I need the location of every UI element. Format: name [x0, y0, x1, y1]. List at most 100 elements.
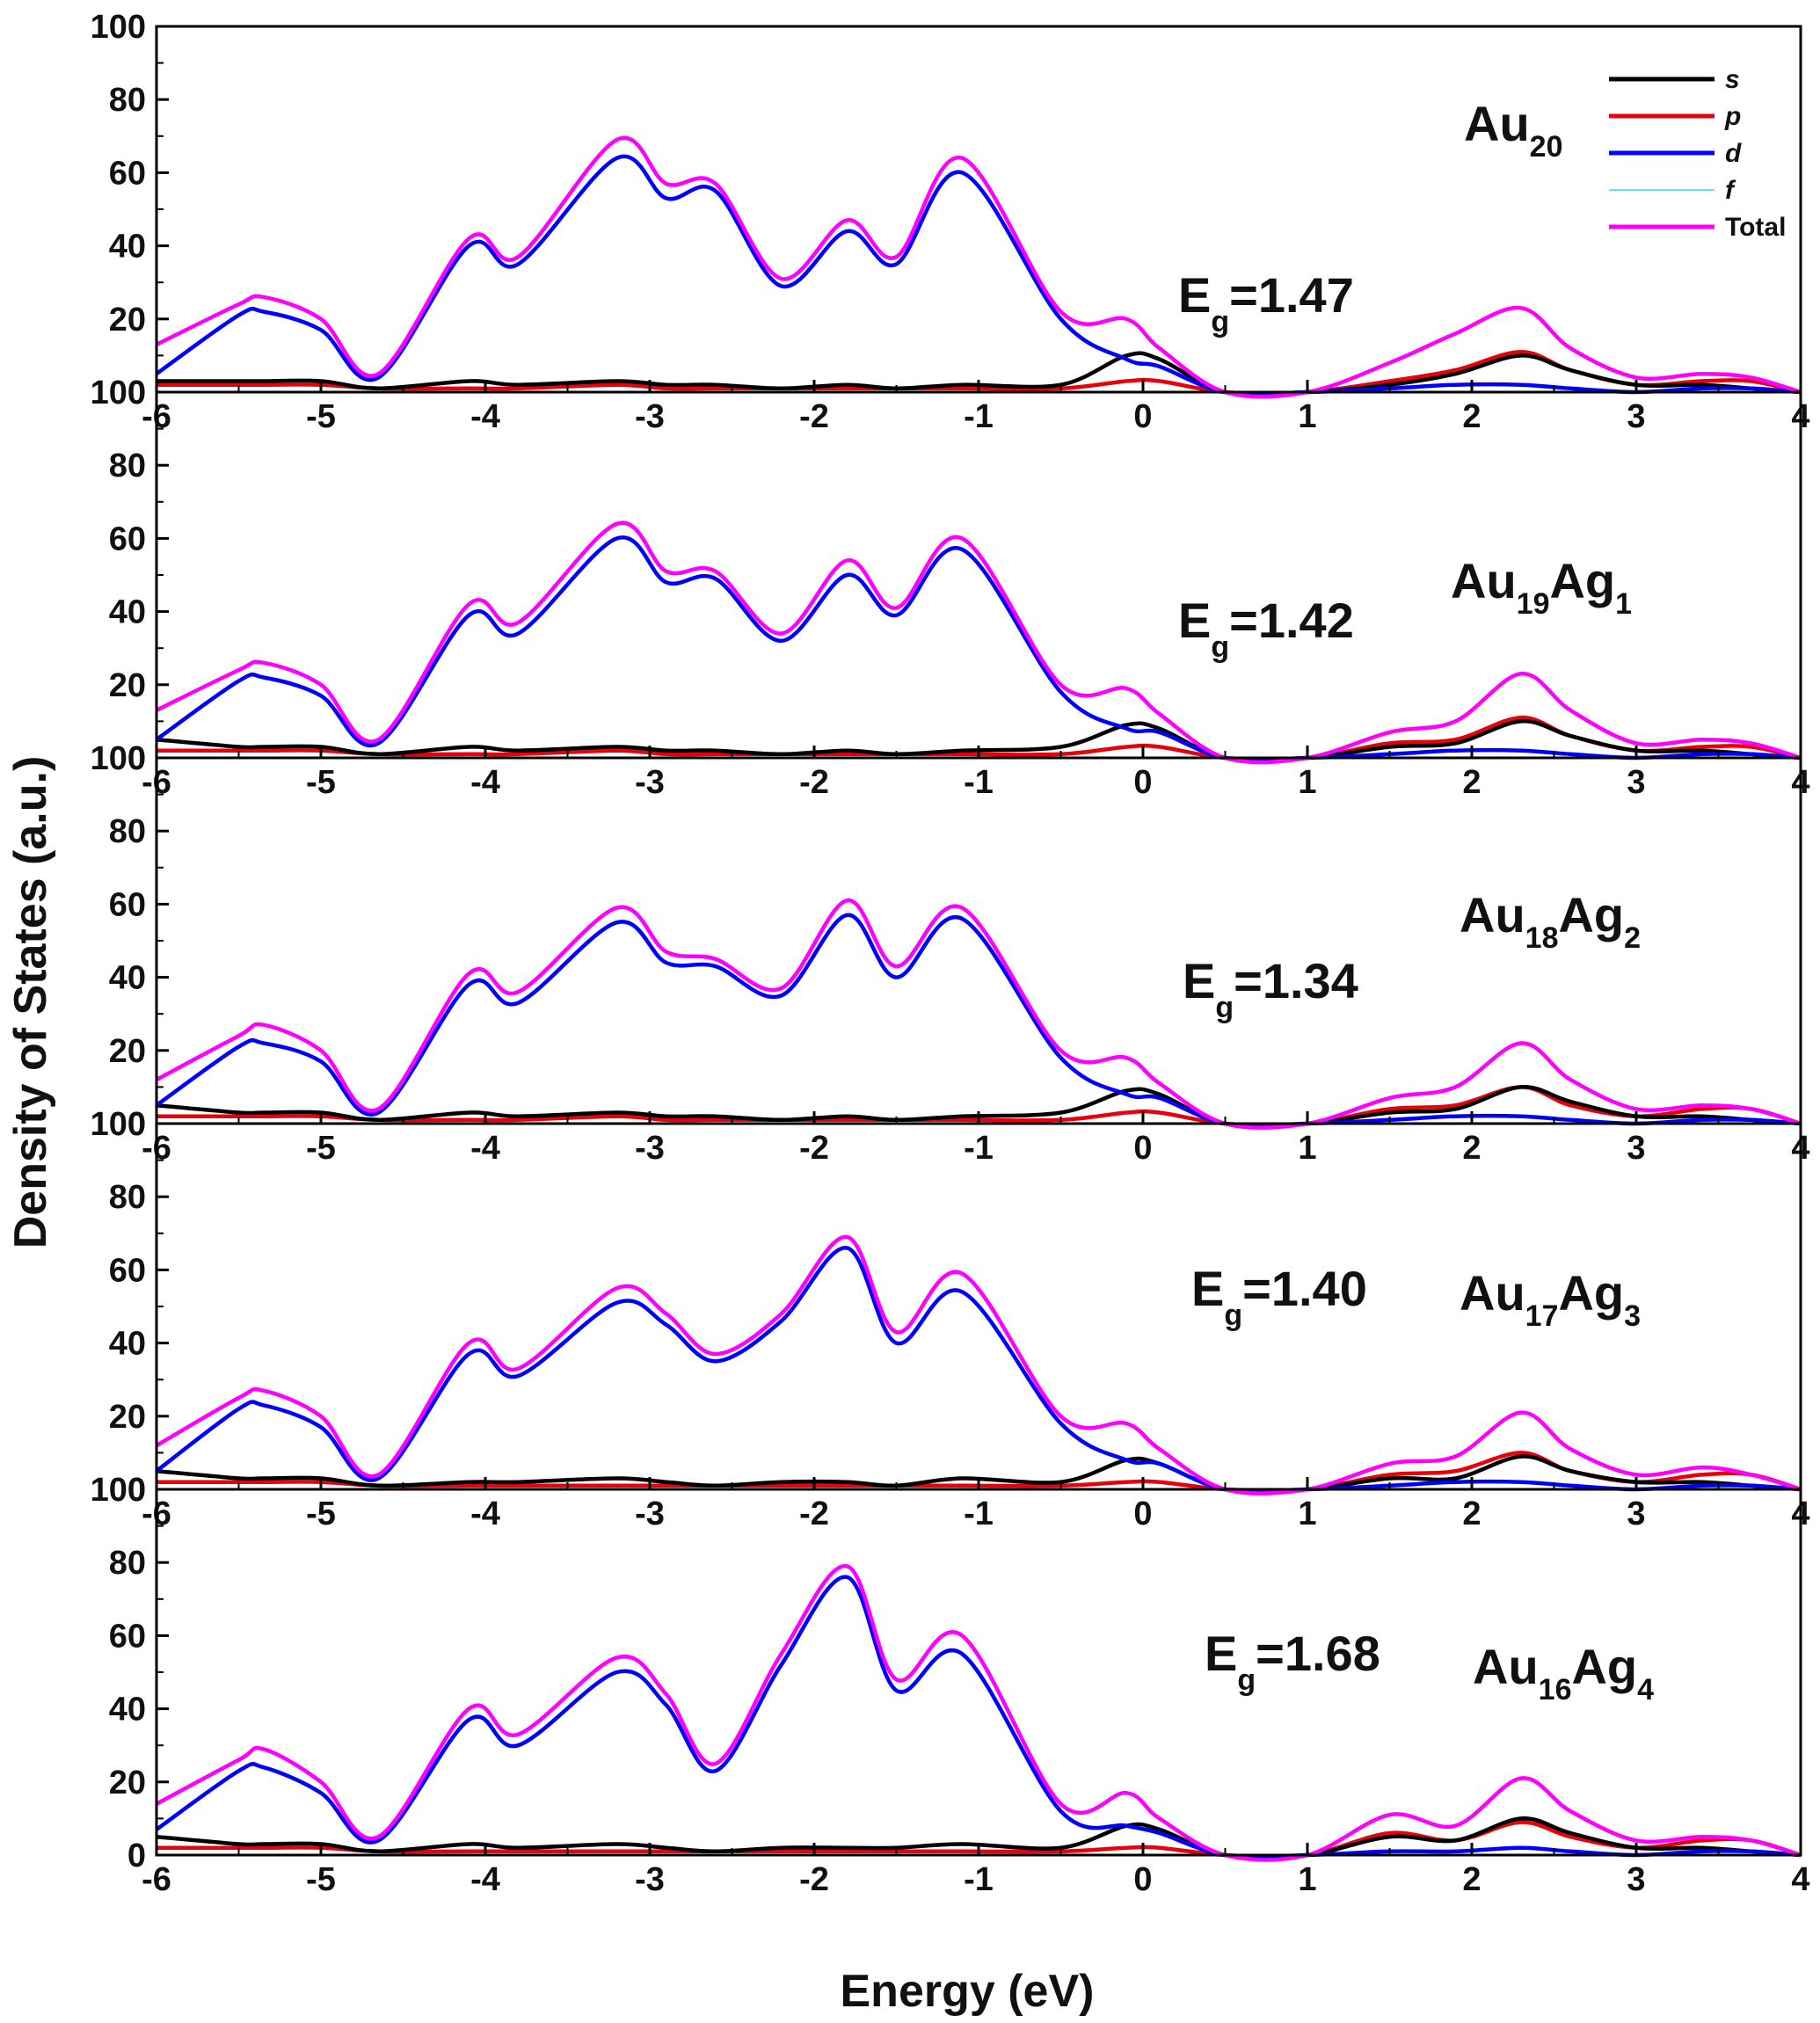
x-tick-label: 3	[1627, 764, 1645, 801]
x-tick-label: 1	[1298, 764, 1316, 801]
y-tick-label: 0	[127, 1472, 146, 1509]
y-tick-label: 0	[127, 740, 146, 777]
series-total-line-panel-5	[155, 1564, 1802, 1862]
y-tick-label: 20	[109, 667, 146, 704]
x-tick-label: -2	[799, 1861, 829, 1898]
x-tick-label: -3	[635, 1861, 665, 1898]
y-tick-label: 40	[109, 1692, 146, 1728]
y-tick-label: 100	[91, 9, 146, 46]
legend-label-p: p	[1724, 102, 1741, 131]
y-axis-title: Density of States (a.u.)	[5, 756, 56, 1249]
y-tick-label: 80	[109, 1545, 146, 1582]
x-tick-label: -5	[306, 764, 336, 801]
y-tick-label: 100	[91, 375, 146, 411]
y-tick-label: 100	[91, 1472, 146, 1509]
y-tick-label: 0	[127, 1106, 146, 1143]
y-tick-label: 40	[109, 960, 146, 997]
band-gap-label: Eg=1.42	[1178, 593, 1354, 664]
x-tick-label: 0	[1133, 398, 1152, 435]
x-tick-label: -3	[635, 1495, 665, 1532]
x-tick-label: -2	[799, 1495, 829, 1532]
x-tick-label: -5	[306, 1130, 336, 1167]
series-d-line-panel-2	[155, 535, 1802, 762]
x-tick-label: -3	[635, 398, 665, 435]
x-axis-title: Energy (eV)	[841, 1966, 1095, 2017]
x-tick-label: 3	[1627, 1130, 1645, 1167]
y-tick-label: 20	[109, 302, 146, 338]
legend-label-s: s	[1725, 65, 1740, 94]
y-tick-label: 100	[91, 740, 146, 777]
y-tick-label: 80	[109, 813, 146, 850]
x-tick-label: 3	[1627, 1861, 1645, 1898]
x-tick-label: 2	[1462, 398, 1481, 435]
plot-frame	[155, 25, 1802, 394]
x-tick-label: 3	[1627, 398, 1645, 435]
cluster-label: Au20	[1464, 96, 1562, 164]
series-total-line-panel-3	[155, 898, 1802, 1130]
x-tick-label: 2	[1462, 1130, 1481, 1167]
x-tick-label: -3	[635, 764, 665, 801]
x-tick-label: 1	[1298, 398, 1316, 435]
y-tick-label: 80	[109, 82, 146, 119]
series-total-line-panel-4	[155, 1234, 1802, 1495]
x-tick-label: 0	[1133, 764, 1152, 801]
series-d-line-panel-3	[155, 913, 1802, 1128]
band-gap-label: Eg=1.34	[1183, 953, 1358, 1024]
x-tick-label: -4	[470, 398, 500, 435]
x-tick-label: -1	[964, 764, 994, 801]
series-total-line-panel-1	[156, 135, 1802, 399]
x-tick-label: -1	[964, 1130, 994, 1167]
x-tick-label: -6	[142, 1861, 171, 1898]
y-tick-label: 60	[109, 886, 146, 923]
x-tick-label: -1	[964, 1861, 994, 1898]
x-tick-label: -3	[635, 1130, 665, 1167]
y-tick-label: 60	[109, 1618, 146, 1655]
x-tick-label: 0	[1133, 1495, 1152, 1532]
y-tick-label: 60	[109, 155, 146, 192]
y-tick-label: 0	[127, 375, 146, 411]
x-tick-label: -4	[470, 1495, 500, 1532]
cluster-label: Au18Ag2	[1460, 887, 1641, 955]
x-tick-label: -2	[799, 398, 829, 435]
x-tick-label: 2	[1462, 764, 1481, 801]
y-tick-label: 0	[127, 1837, 146, 1874]
x-tick-label: -4	[470, 764, 500, 801]
y-tick-label: 40	[109, 1326, 146, 1363]
x-tick-label: 0	[1133, 1861, 1152, 1898]
legend-label-d: d	[1725, 139, 1742, 168]
y-tick-label: 20	[109, 1399, 146, 1436]
y-tick-label: 80	[109, 448, 146, 484]
series-d-line-panel-5	[155, 1575, 1802, 1859]
series-s-line-panel-3	[156, 1085, 1802, 1129]
y-tick-label: 80	[109, 1179, 146, 1216]
series-total-line-panel-2	[156, 520, 1802, 765]
x-tick-label: -2	[799, 764, 829, 801]
band-gap-label: Eg=1.40	[1191, 1261, 1367, 1332]
y-tick-label: 20	[109, 1033, 146, 1070]
x-tick-label: -5	[306, 1861, 336, 1898]
x-tick-label: -5	[306, 398, 336, 435]
x-tick-label: 1	[1298, 1130, 1316, 1167]
x-tick-label: -5	[306, 1495, 336, 1532]
x-tick-label: 2	[1462, 1861, 1481, 1898]
band-gap-label: Eg=1.68	[1205, 1626, 1380, 1697]
x-tick-label: -4	[470, 1861, 500, 1898]
series-s-line-panel-2	[156, 719, 1802, 763]
series-d-line-panel-4	[155, 1246, 1802, 1494]
x-tick-label: 2	[1462, 1495, 1481, 1532]
cluster-label: Au17Ag3	[1460, 1265, 1641, 1333]
x-tick-label: 3	[1627, 1495, 1645, 1532]
y-tick-label: 40	[109, 594, 146, 631]
cluster-label: Au19Ag1	[1451, 553, 1632, 621]
y-tick-label: 40	[109, 229, 146, 266]
x-tick-label: 4	[1791, 1861, 1809, 1898]
series-s-line-panel-1	[157, 351, 1802, 397]
legend-label-total: Total	[1725, 213, 1786, 242]
legend-label-f: f	[1725, 176, 1736, 205]
y-tick-label: 20	[109, 1765, 146, 1801]
